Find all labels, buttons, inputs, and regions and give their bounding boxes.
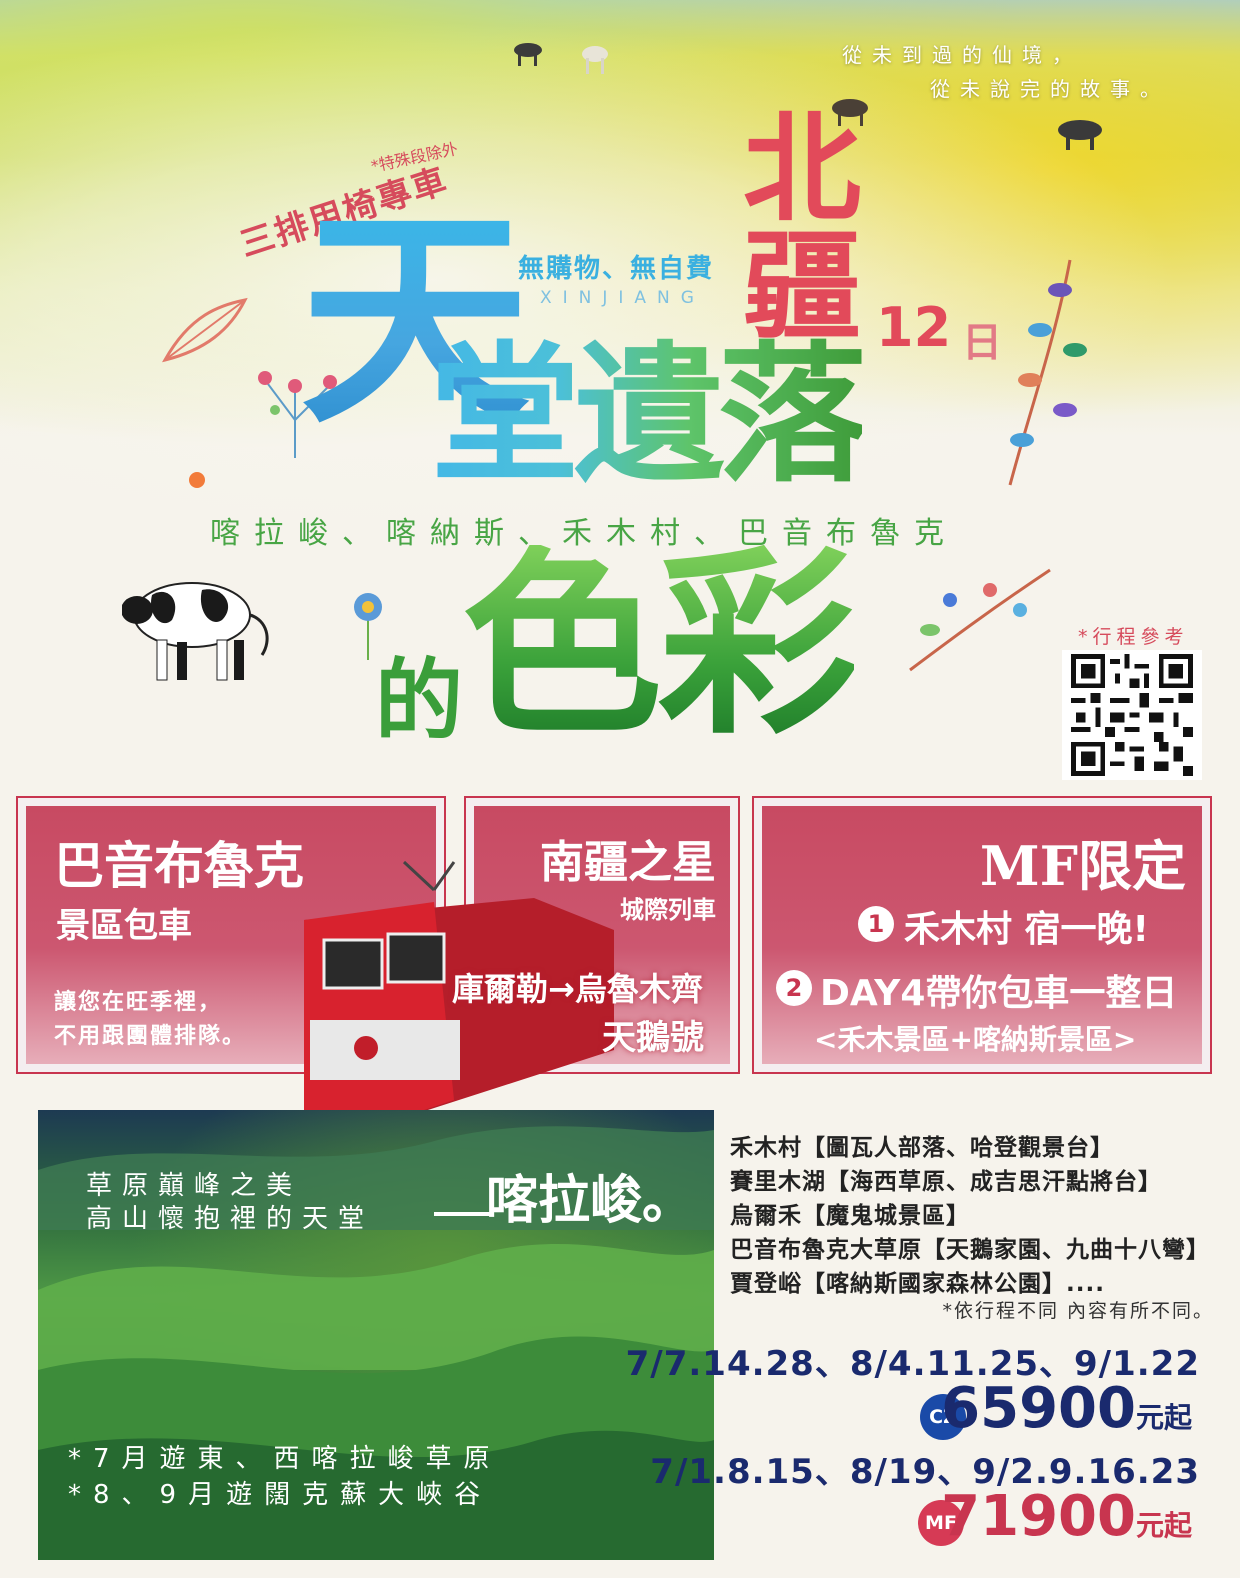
departure-dates-cz: 7/7.14.28、8/4.11.25、9/1.22	[625, 1344, 1200, 1384]
qr-code[interactable]	[1062, 650, 1202, 780]
panel-nanjiang-star-subtitle: 城際列車	[620, 896, 716, 924]
panel-bayinbuluke-line1: 讓您在旺季裡，	[54, 990, 223, 1015]
item-1-number-icon: 1	[858, 906, 894, 942]
panel-mf-item2-sub: <禾木景區+喀納斯景區>	[814, 1023, 1137, 1056]
cows-distant-illustration	[514, 43, 608, 74]
photo-line2: 高山懷抱裡的天堂	[86, 1204, 375, 1234]
title-tian: 天	[300, 185, 531, 455]
train-illustration	[304, 860, 614, 1150]
no-shopping-note: 無購物、無自費	[518, 254, 715, 284]
airline-badge-cz: CZ	[920, 1394, 966, 1440]
itinerary-item: 巴音布魯克大草原【天鵝家園、九曲十八彎】	[730, 1237, 1210, 1263]
flower-sprig-icon	[258, 371, 337, 458]
cow-illustration	[122, 582, 269, 681]
rolling-hills-illustration	[38, 1126, 714, 1560]
itinerary-item: 賈登峪【喀納斯國家森林公園】....	[730, 1271, 1105, 1297]
panel-bayinbuluke-title: 巴音布魯克	[54, 836, 304, 895]
title-secai: 色彩	[462, 527, 858, 762]
panel-nanjiang-route: 庫爾勒→烏魯木齊	[452, 970, 703, 1008]
title-north: 北疆	[742, 99, 861, 356]
days-number: 12	[876, 296, 952, 359]
itinerary-note: *依行程不同 內容有所不同。	[942, 1300, 1214, 1322]
photo-dash	[434, 1212, 492, 1216]
slogan: 從未到過的仙境， 從未說完的故事。	[842, 38, 1170, 106]
airline-badge-mf: MF	[918, 1500, 964, 1546]
panel-nanjiang-star-title: 南疆之星	[540, 837, 716, 888]
price-cz: 65900元起	[941, 1376, 1192, 1441]
slogan-line-2: 從未說完的故事。	[930, 77, 1170, 101]
photo-kalajun: 喀拉峻。	[486, 1170, 695, 1231]
days-unit: 日	[962, 320, 1002, 366]
places-list: 喀拉峻、喀納斯、禾木村、巴音布魯克	[210, 516, 958, 551]
panel-bayinbuluke-subtitle: 景區包車	[56, 906, 192, 946]
panel-bayinbuluke-line2: 不用跟團體排隊。	[54, 1024, 247, 1049]
cows-hill-illustration	[832, 99, 1102, 150]
leaf-icon	[162, 297, 248, 363]
photo-note1: *7月遊東、西喀拉峻草原	[68, 1444, 502, 1474]
panel-mf-item2: DAY4帶你包車一整日	[820, 973, 1178, 1014]
price-mf-unit: 元起	[1135, 1509, 1192, 1542]
xinjiang-label: XINJIANG	[540, 288, 705, 308]
panel-mf-item1: 禾木村 宿一晚!	[904, 909, 1149, 950]
panel-mf-title: MF限定	[979, 834, 1186, 898]
panel-nanjiang-name: 天鵝號	[602, 1018, 704, 1058]
itinerary-item: 烏爾禾【魔鬼城景區】	[730, 1203, 970, 1229]
berry-branch-icon	[909, 568, 1051, 672]
leafy-branch-icon	[1008, 259, 1087, 486]
slogan-line-1: 從未到過的仙境，	[842, 43, 1082, 67]
price-cz-unit: 元起	[1135, 1401, 1192, 1434]
itinerary-item: 禾木村【圖瓦人部落、哈登觀景台】	[730, 1135, 1114, 1161]
item-2-number-icon: 2	[776, 970, 812, 1006]
panel-mf-exclusive: MF限定 1 禾木村 宿一晚! 2 DAY4帶你包車一整日 <禾木景區+喀納斯景…	[752, 796, 1212, 1074]
price-mf-value: 71900	[941, 1484, 1136, 1549]
hero-fade-overlay	[0, 0, 1240, 560]
photo-line1: 草原巔峰之美	[86, 1171, 303, 1201]
panel-mf-exclusive-bg	[762, 806, 1202, 1064]
itinerary-item: 賽里木湖【海西草原、成吉思汗點將台】	[730, 1169, 1162, 1195]
qr-label: *行程參考	[1078, 626, 1189, 648]
title-tang-yi-luo: 堂遺落	[430, 327, 868, 503]
title-de: 的	[375, 648, 464, 752]
departure-dates-mf: 7/1.8.15、8/19、9/2.9.16.23	[650, 1452, 1200, 1492]
kalajun-grassland-photo: 草原巔峰之美 高山懷抱裡的天堂 喀拉峻。 *7月遊東、西喀拉峻草原 *8、9月遊…	[38, 1110, 714, 1560]
dot-flower-icon	[189, 472, 205, 488]
qr-code-icon	[1071, 654, 1193, 776]
blue-flower-icon	[354, 593, 382, 660]
price-mf: 71900元起	[941, 1484, 1192, 1549]
price-cz-value: 65900	[941, 1376, 1136, 1441]
photo-note2: *8、9月遊闊克蘇大峽谷	[68, 1480, 493, 1510]
